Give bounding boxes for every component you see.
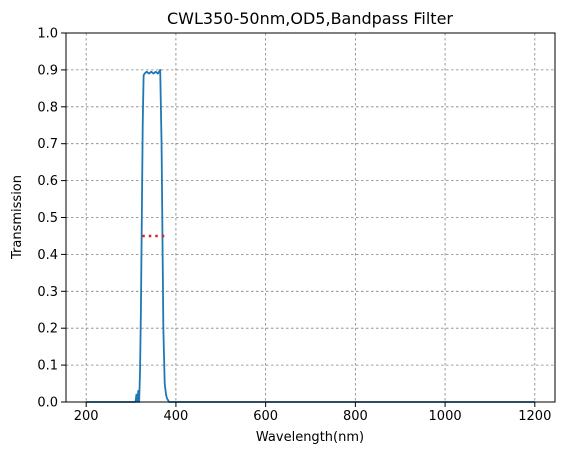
y-axis: 0.0 0.1 0.2 0.3 0.4 0.5 0.6 0.7 0.8 0.9 1.0 <box>37 27 66 411</box>
x-tick-label: 1000 <box>429 409 462 424</box>
y-tick-label: 0.0 <box>37 396 58 411</box>
x-tick-label: 800 <box>343 409 368 424</box>
y-tick-label: 0.8 <box>37 100 58 115</box>
y-tick-label: 0.7 <box>37 137 58 152</box>
y-tick-label: 0.4 <box>37 248 58 263</box>
y-tick-label: 0.1 <box>37 359 58 374</box>
y-tick-label: 0.9 <box>37 63 58 78</box>
y-tick-label: 0.3 <box>37 285 58 300</box>
chart-title: CWL350-50nm,OD5,Bandpass Filter <box>167 9 453 28</box>
plot-area <box>86 69 535 403</box>
x-tick-label: 400 <box>163 409 188 424</box>
y-axis-label: Transmission <box>10 175 25 260</box>
x-tick-label: 600 <box>253 409 278 424</box>
y-tick-label: 1.0 <box>37 27 58 42</box>
x-axis: 200 400 600 800 1000 1200 <box>74 402 551 424</box>
x-tick-label: 200 <box>74 409 99 424</box>
x-axis-label: Wavelength(nm) <box>256 430 364 445</box>
y-tick-label: 0.2 <box>37 322 58 337</box>
transmission-line <box>86 69 535 403</box>
x-tick-label: 1200 <box>518 409 551 424</box>
y-tick-label: 0.6 <box>37 174 58 189</box>
y-tick-label: 0.5 <box>37 211 58 226</box>
grid <box>66 32 555 403</box>
